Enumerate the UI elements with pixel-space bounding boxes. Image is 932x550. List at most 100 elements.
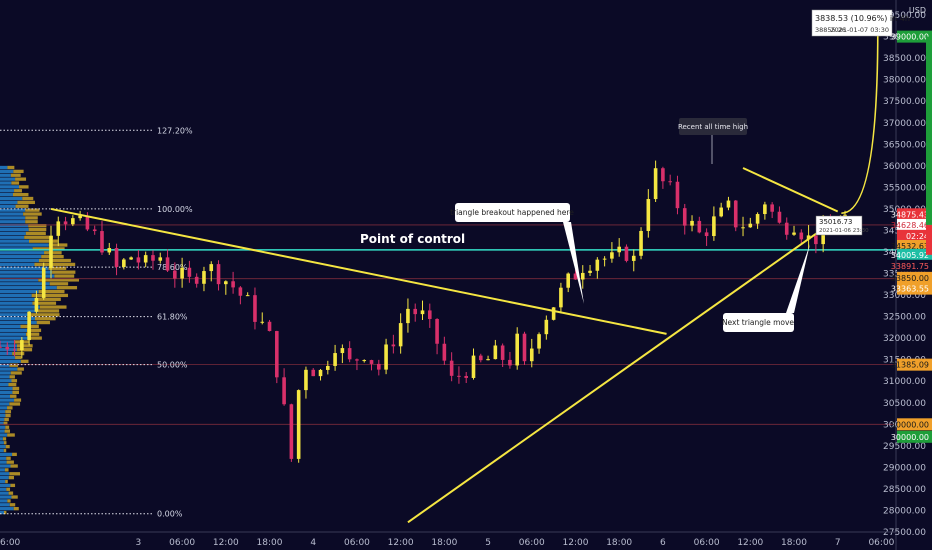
volume-profile-bar [23,212,42,216]
candle-body [296,390,301,459]
volume-profile-bar [0,192,13,197]
candle-body [493,345,498,360]
volume-profile-bar [0,181,12,185]
price-label: 34875.43 [891,210,929,219]
volume-profile-bar [24,235,53,239]
volume-profile-bar [0,196,23,201]
volume-profile-bar [0,204,16,208]
price-label-bg [897,418,932,431]
time-tick-label: 12:00 [563,538,589,548]
volume-profile-bar [0,227,29,232]
volume-profile-bar [2,437,7,441]
candle-body [741,227,745,229]
candle-body [406,308,410,324]
volume-profile-bar [39,305,67,309]
volume-profile-bar [6,456,11,460]
volume-profile-bar [0,421,4,426]
candle-body [478,355,483,361]
fib-label: 100.00% [157,205,193,214]
candle-body [661,168,665,182]
candle-body [384,344,388,370]
volume-profile-bar [32,301,57,305]
volume-profile-bar [12,452,17,457]
candle-body [770,204,774,212]
volume-profile-bar [0,317,35,321]
volume-profile-bar [15,355,22,360]
time-tick-label: 18:00 [781,538,807,548]
volume-profile-bar [0,503,10,507]
volume-profile-bar [17,348,33,352]
volume-profile-bar [10,371,22,375]
time-tick-label: 06:00 [344,538,370,548]
volume-profile-bar [28,227,47,232]
volume-profile-bar [0,344,17,348]
price-tick-label: 29500.00 [883,442,926,452]
price-tick-label: 37500.00 [883,97,926,107]
volume-profile-bar [0,499,8,503]
candle-body [602,258,607,260]
price-label: 33363.55 [891,285,929,294]
price-tick-label: 30500.00 [883,399,926,409]
volume-profile-bar [0,448,4,453]
svg-text:triangle breakout happened her: triangle breakout happened here [450,208,574,217]
volume-profile-bar [28,239,58,243]
volume-profile-bar [9,363,19,367]
candle-body [216,264,221,285]
price-tick-label: 36000.00 [883,162,926,172]
time-tick-label: 18:00 [431,538,457,548]
volume-profile-bar [0,297,35,301]
volume-profile-bar [25,332,40,336]
candle-body [420,310,425,315]
point-of-control-label: Point of control [360,232,465,246]
volume-profile-bar [0,262,35,267]
time-tick-label: 18:00 [606,538,632,548]
price-label-bg [897,229,932,242]
volume-profile-bar [0,479,6,484]
candle-body [522,333,527,362]
time-tick-label: 12:00 [388,538,414,548]
candle-body [748,223,753,228]
candle-body [63,221,68,225]
measure-line2b: 2021-01-07 03:30 [830,26,889,34]
measure-box: 3838.53 (10.96%) in 4h 38855.26 2021-01-… [811,9,910,37]
trendline [742,167,839,213]
candle-body [49,235,53,268]
volume-profile-bar [10,464,18,468]
volume-profile-bar [0,340,14,344]
trendline [50,207,667,335]
candle-body [41,267,46,298]
price-tick-label: 38000.00 [883,76,926,86]
volume-profile-bar [0,336,30,340]
volume-profile-bar [0,258,39,263]
candle-body [376,363,381,370]
volume-profile-bar [0,491,9,495]
volume-profile-bar [22,196,34,201]
volume-profile-bar [34,262,76,267]
candle-body [515,333,520,366]
price-label: 34005.92 [891,251,929,260]
volume-profile-bar [0,309,38,313]
volume-profile-bar [14,398,22,402]
volume-profile-bar [0,456,7,460]
price-label: 30000.00 [891,420,929,429]
volume-profile-bar [38,289,65,294]
volume-profile-bar [0,266,49,270]
candle-body [340,348,345,354]
candle-body [544,319,549,335]
price-tooltip: 35016.73 2021-01-06 23:30 [815,215,869,236]
price-tick-label: 28500.00 [883,485,926,495]
price-label-bg [897,358,932,371]
volume-profile-bar [5,413,11,418]
candle-body [253,295,257,322]
volume-profile-bar [7,165,15,170]
volume-profile-bar [0,243,49,247]
price-label-bg [897,248,932,261]
candle-body [231,281,235,288]
candle-body [282,377,286,405]
time-tick-label: 4 [310,538,316,548]
volume-profile-bar [13,169,24,174]
volume-profile-bar [0,289,39,294]
volume-profile-bar [0,433,8,437]
